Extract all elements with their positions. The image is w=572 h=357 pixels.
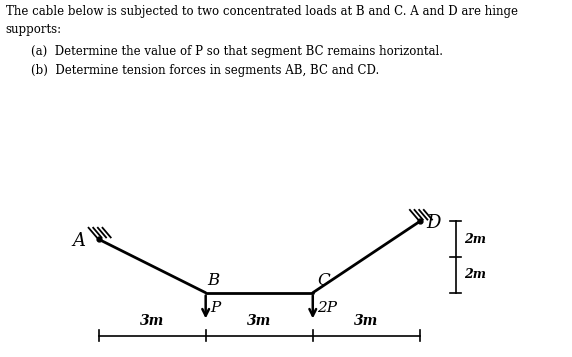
Text: D: D: [426, 214, 440, 232]
Text: (a)  Determine the value of P so that segment BC remains horizontal.: (a) Determine the value of P so that seg…: [31, 45, 443, 57]
Text: 3m: 3m: [247, 314, 271, 328]
Text: 3m: 3m: [354, 314, 379, 328]
Text: C: C: [317, 272, 330, 289]
Text: (b)  Determine tension forces in segments AB, BC and CD.: (b) Determine tension forces in segments…: [31, 64, 380, 77]
Text: The cable below is subjected to two concentrated loads at B and C. A and D are h: The cable below is subjected to two conc…: [6, 5, 518, 18]
Text: 3m: 3m: [140, 314, 164, 328]
Text: 2P: 2P: [317, 301, 337, 316]
Text: A: A: [72, 232, 85, 250]
Text: 2m: 2m: [464, 233, 487, 246]
Text: P: P: [210, 301, 221, 316]
Text: supports:: supports:: [6, 23, 62, 36]
Text: B: B: [208, 272, 220, 289]
Text: 2m: 2m: [464, 268, 487, 281]
